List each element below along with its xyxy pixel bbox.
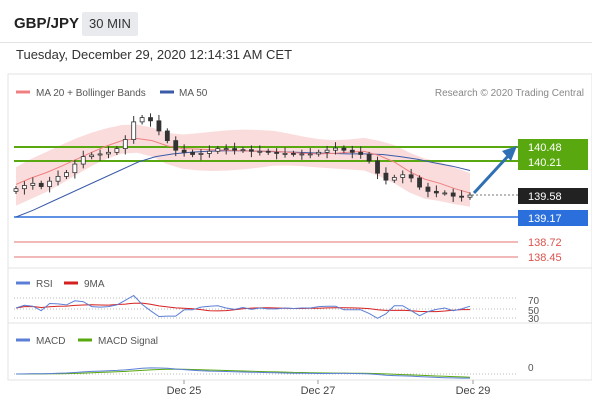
forecast-arrow <box>472 152 512 195</box>
level-label-138-45: 138.45 <box>528 252 562 264</box>
x-label-dec29: Dec 29 <box>456 385 491 397</box>
candle-body <box>417 177 422 188</box>
macd-line <box>15 367 470 379</box>
candle-body <box>72 163 78 174</box>
svg-text:139.17: 139.17 <box>528 213 562 225</box>
candle-body <box>30 182 36 186</box>
candle-body <box>383 172 389 181</box>
candle-body <box>198 153 204 155</box>
candle-body <box>240 149 246 152</box>
svg-text:139.58: 139.58 <box>528 191 562 203</box>
candle-body <box>291 153 296 155</box>
candle-body <box>80 156 86 165</box>
price-candles <box>13 113 473 203</box>
candle-body <box>375 160 380 174</box>
candle-body <box>400 174 406 178</box>
candle-body <box>299 153 305 156</box>
candle-body <box>97 153 103 156</box>
candle-body <box>316 151 322 155</box>
currency-pair: GBP/JPY <box>14 15 80 32</box>
candle-body <box>459 195 464 198</box>
candle-body <box>190 151 195 155</box>
candle-body <box>442 192 448 195</box>
rsi-line <box>15 294 471 319</box>
candle-body <box>249 149 254 152</box>
candle-body <box>164 130 170 141</box>
candle-body <box>22 185 27 190</box>
candle-body <box>139 117 145 123</box>
candle-body <box>122 139 128 150</box>
toolbar: GBP/JPY 30 MIN <box>0 0 592 43</box>
svg-text:140.21: 140.21 <box>528 157 562 169</box>
macd-tick-zero: 0 <box>528 363 534 374</box>
forecast-arrowhead <box>502 146 517 161</box>
candle-body <box>341 147 347 151</box>
candle-body <box>156 120 162 132</box>
rsi-tick-50: 50 <box>528 306 540 317</box>
rsi-panel-frame <box>7 267 592 324</box>
candle-body <box>13 188 19 192</box>
level-label-139-58: 139.58 <box>518 188 588 204</box>
x-label-dec25: Dec 25 <box>167 385 202 397</box>
macd-panel-frame <box>7 322 592 381</box>
candle-body <box>408 174 414 179</box>
candle-body <box>148 117 153 122</box>
level-label-139-17: 139.17 <box>518 210 588 226</box>
level-label-140-21: 140.21 <box>518 154 588 170</box>
ma20-legend-label: MA 20 + Bollinger Bands <box>36 88 146 99</box>
candle-body <box>433 190 439 194</box>
candle-body <box>106 151 111 155</box>
candle-body <box>38 182 44 187</box>
timestamp: Tuesday, December 29, 2020 12:14:31 AM C… <box>16 47 293 62</box>
candle-body <box>333 147 338 151</box>
candle-body <box>215 148 221 152</box>
candle-body <box>467 194 473 198</box>
rsi-9ma-line <box>15 302 470 313</box>
candle-body <box>47 180 53 187</box>
candle-body <box>450 192 456 197</box>
level-label-140-48: 140.48 <box>518 139 588 155</box>
credit-text: Research © 2020 Trading Central <box>435 88 584 99</box>
level-label-138-72: 138.72 <box>528 237 562 249</box>
macd-legend-label: MACD <box>36 336 65 347</box>
candle-body <box>223 148 229 151</box>
candle-body <box>114 148 120 153</box>
macd-signal-line <box>16 368 471 378</box>
candle-body <box>274 151 280 154</box>
candle-body <box>257 150 263 153</box>
rsi-legend-label: RSI <box>36 279 53 290</box>
svg-text:140.48: 140.48 <box>528 142 562 154</box>
candle-body <box>282 153 288 155</box>
ma50-legend-label: MA 50 <box>179 88 208 99</box>
candle-body <box>55 175 61 182</box>
x-label-dec27: Dec 27 <box>301 385 336 397</box>
macd-signal-legend-label: MACD Signal <box>98 336 158 347</box>
rsi-tick-70: 70 <box>528 296 540 307</box>
candle-body <box>173 140 179 151</box>
candle-body <box>425 186 431 192</box>
rsi-tick-30: 30 <box>528 314 540 325</box>
candle-body <box>349 149 355 153</box>
candle-body <box>206 150 212 154</box>
bollinger-band <box>16 124 470 207</box>
price-panel-frame <box>7 73 592 269</box>
candle-body <box>391 177 397 181</box>
candle-body <box>64 172 69 177</box>
candle-body <box>232 148 237 151</box>
9ma-legend-label: 9MA <box>84 279 105 290</box>
candle-body <box>181 149 187 153</box>
interval-selector[interactable]: 30 MIN <box>82 12 138 36</box>
candle-body <box>89 154 95 158</box>
candle-body <box>307 153 313 156</box>
candle-body <box>131 121 137 140</box>
candle-body <box>358 151 364 155</box>
candle-body <box>265 150 271 153</box>
candle-body <box>324 149 330 153</box>
candle-body <box>366 154 372 162</box>
